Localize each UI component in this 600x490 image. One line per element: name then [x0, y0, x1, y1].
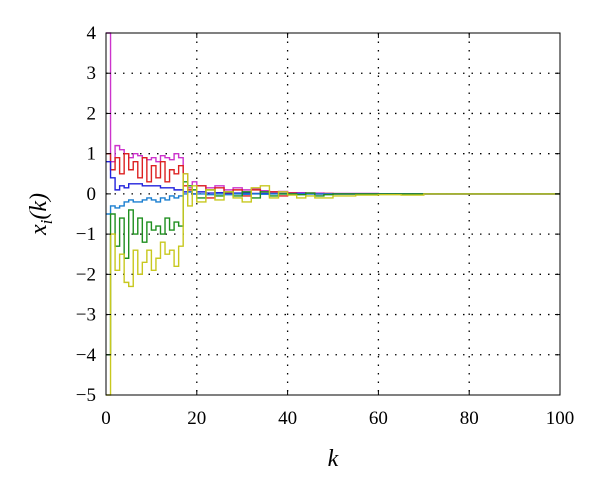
tick-labels: 0 20 40 60 80 100 −5 −4 −3 −2 −1 0 1 2 3 4 [76, 23, 574, 429]
series-group [106, 32, 560, 396]
x-tick-label: 0 [101, 408, 111, 429]
y-tick-label: 0 [87, 184, 97, 205]
series-line-6 [106, 173, 560, 396]
plot-frame [105, 32, 561, 396]
y-axis-label-base: x [26, 224, 52, 236]
x-tick-label: 80 [460, 408, 479, 429]
y-tick-label: 4 [87, 23, 97, 44]
x-tick-label: 20 [187, 408, 206, 429]
grid [106, 33, 560, 395]
y-tick-label: −5 [76, 385, 96, 406]
y-tick-label: −1 [76, 224, 96, 245]
y-tick-label: −2 [76, 264, 96, 285]
x-axis-label: k [328, 446, 339, 472]
y-tick-label: −4 [76, 345, 97, 366]
y-tick-label: 2 [87, 103, 97, 124]
y-axis-label-arg: (k) [26, 193, 52, 220]
x-tick-label: 60 [369, 408, 388, 429]
y-tick-label: 3 [87, 63, 97, 84]
y-tick-label: −3 [76, 305, 96, 326]
ticks [105, 32, 561, 396]
y-axis-label: xi(k) [26, 193, 56, 236]
y-tick-label: 1 [87, 144, 97, 165]
x-tick-label: 100 [546, 408, 575, 429]
y-axis-label-sub: i [37, 219, 56, 224]
x-tick-label: 40 [278, 408, 297, 429]
